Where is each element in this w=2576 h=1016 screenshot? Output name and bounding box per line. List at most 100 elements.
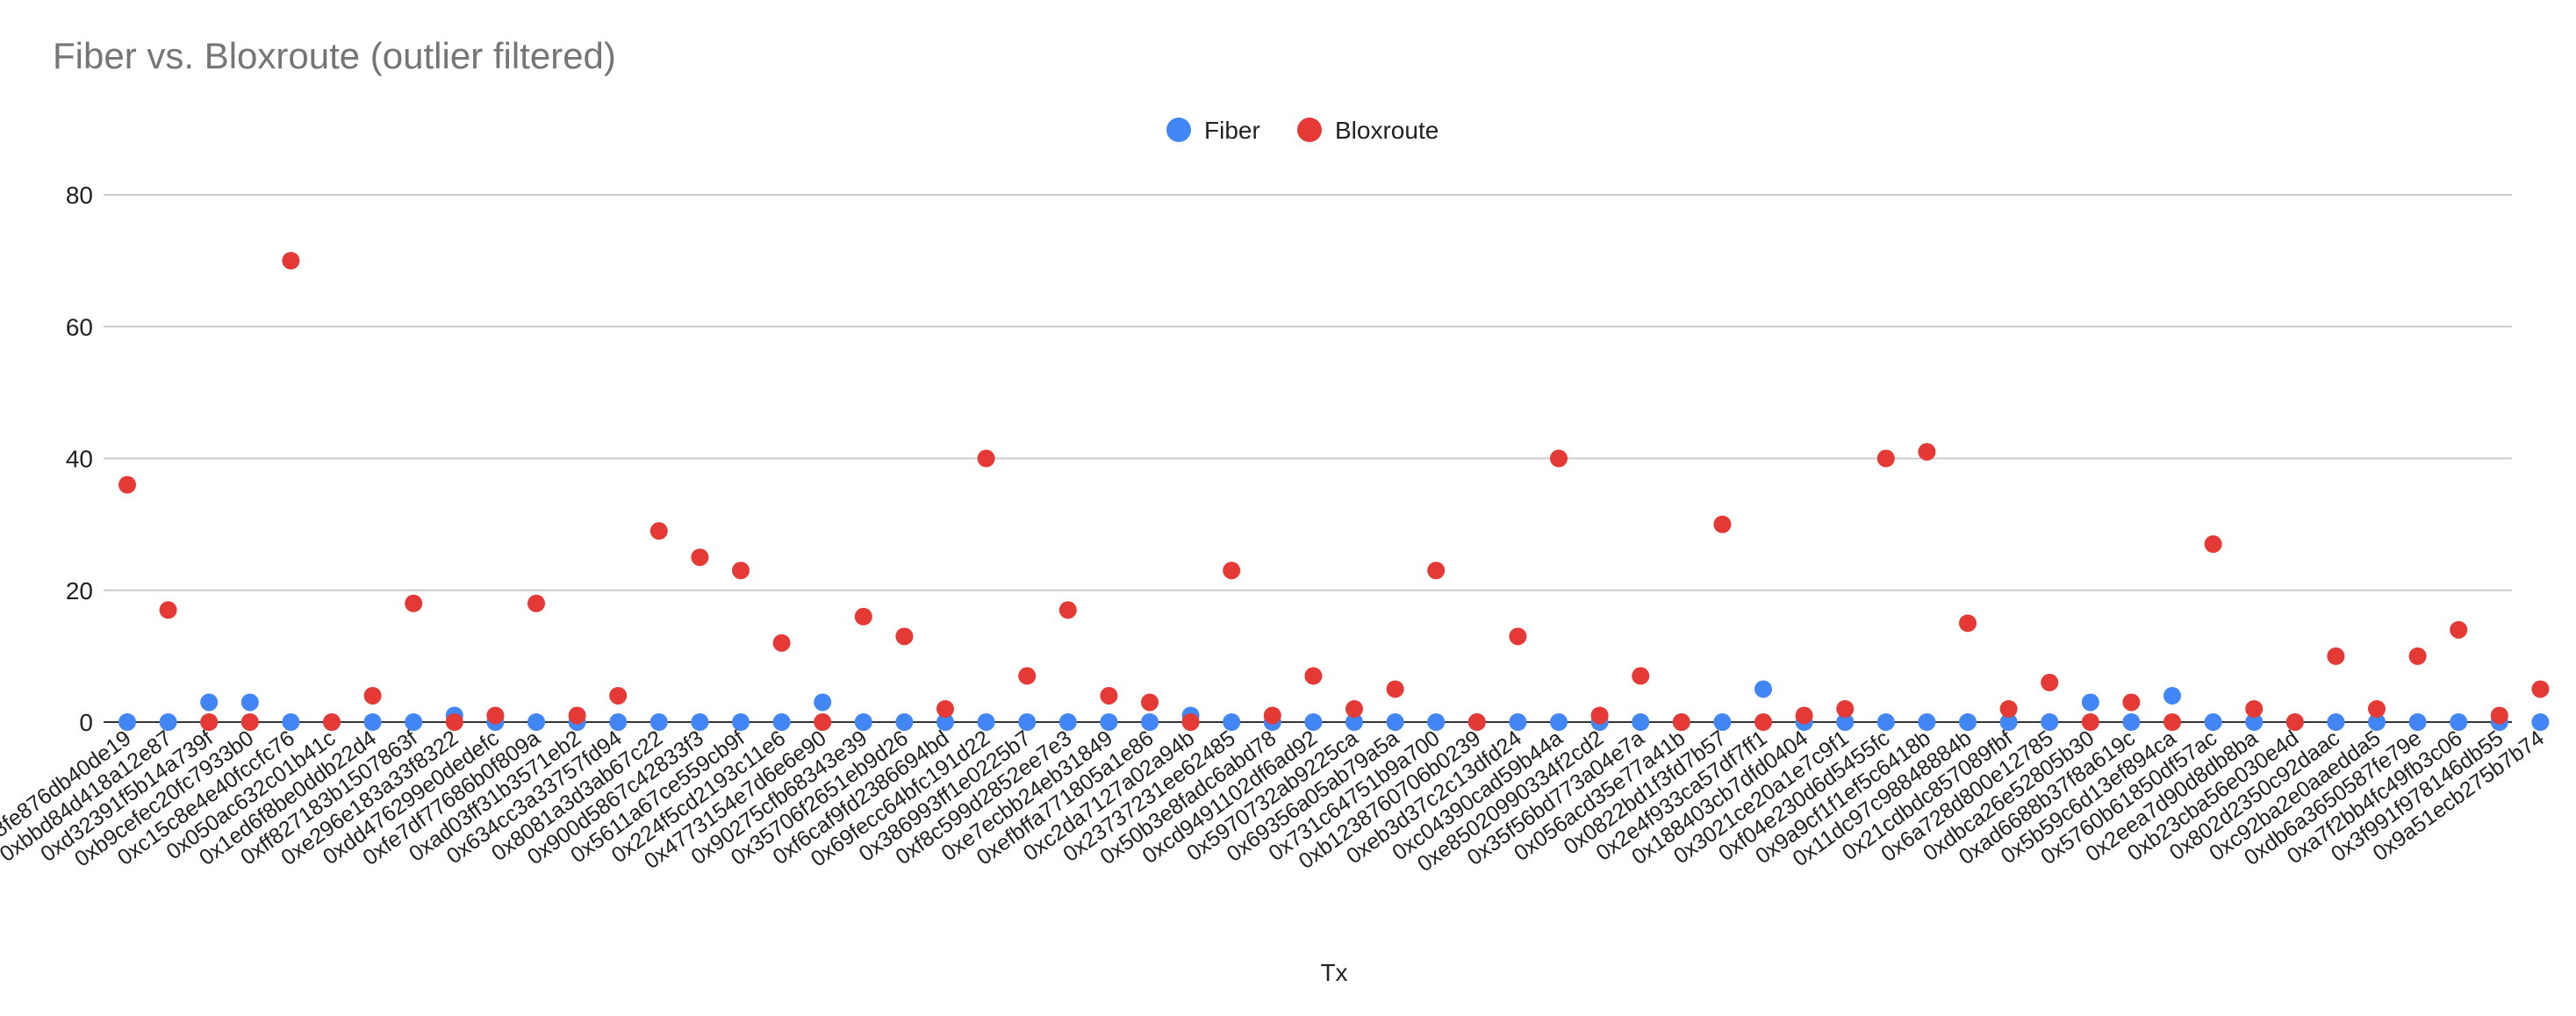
point-bloxroute[interactable] xyxy=(895,627,914,646)
point-fiber[interactable] xyxy=(118,713,136,731)
point-bloxroute[interactable] xyxy=(1263,706,1281,725)
point-bloxroute[interactable] xyxy=(2327,647,2345,665)
point-fiber[interactable] xyxy=(1713,713,1732,731)
point-fiber[interactable] xyxy=(2204,713,2222,731)
point-bloxroute[interactable] xyxy=(1386,680,1404,698)
point-bloxroute[interactable] xyxy=(1100,686,1118,705)
point-fiber[interactable] xyxy=(649,713,668,731)
point-bloxroute[interactable] xyxy=(2041,673,2059,691)
point-fiber[interactable] xyxy=(1999,713,2018,731)
point-bloxroute[interactable] xyxy=(1918,442,1936,461)
point-bloxroute[interactable] xyxy=(405,594,423,612)
point-fiber[interactable] xyxy=(1223,713,1241,731)
point-bloxroute[interactable] xyxy=(2122,693,2141,712)
point-bloxroute[interactable] xyxy=(1672,713,1690,731)
point-bloxroute[interactable] xyxy=(1181,713,1200,731)
point-bloxroute[interactable] xyxy=(200,713,219,731)
point-fiber[interactable] xyxy=(2408,713,2427,731)
point-fiber[interactable] xyxy=(936,713,954,731)
point-bloxroute[interactable] xyxy=(609,686,628,705)
point-bloxroute[interactable] xyxy=(363,686,382,705)
point-fiber[interactable] xyxy=(814,693,832,712)
point-fiber[interactable] xyxy=(240,693,259,712)
point-fiber[interactable] xyxy=(1345,713,1363,731)
point-fiber[interactable] xyxy=(2041,713,2059,731)
point-bloxroute[interactable] xyxy=(240,713,259,731)
point-bloxroute[interactable] xyxy=(2531,680,2550,698)
point-fiber[interactable] xyxy=(609,713,628,731)
point-fiber[interactable] xyxy=(363,713,382,731)
point-fiber[interactable] xyxy=(2327,713,2345,731)
point-bloxroute[interactable] xyxy=(1959,614,1977,633)
point-fiber[interactable] xyxy=(1018,713,1037,731)
point-bloxroute[interactable] xyxy=(2285,713,2304,731)
point-bloxroute[interactable] xyxy=(323,713,341,731)
point-fiber[interactable] xyxy=(405,713,423,731)
point-fiber[interactable] xyxy=(1141,713,1159,731)
point-bloxroute[interactable] xyxy=(568,706,586,725)
point-fiber[interactable] xyxy=(2245,713,2264,731)
point-fiber[interactable] xyxy=(732,713,750,731)
point-fiber[interactable] xyxy=(1304,713,1323,731)
point-bloxroute[interactable] xyxy=(1550,449,1568,468)
point-fiber[interactable] xyxy=(1918,713,1936,731)
point-fiber[interactable] xyxy=(977,713,995,731)
point-fiber[interactable] xyxy=(1058,713,1077,731)
point-bloxroute[interactable] xyxy=(2204,535,2222,554)
point-fiber[interactable] xyxy=(2368,713,2386,731)
point-bloxroute[interactable] xyxy=(1999,699,2018,718)
point-bloxroute[interactable] xyxy=(1427,562,1446,580)
point-fiber[interactable] xyxy=(854,713,872,731)
point-bloxroute[interactable] xyxy=(1836,699,1855,718)
point-fiber[interactable] xyxy=(1836,713,1855,731)
point-bloxroute[interactable] xyxy=(486,706,505,725)
point-fiber[interactable] xyxy=(1427,713,1446,731)
legend-item-fiber[interactable]: Fiber xyxy=(1166,117,1260,144)
point-bloxroute[interactable] xyxy=(1467,713,1486,731)
point-bloxroute[interactable] xyxy=(118,476,136,494)
point-bloxroute[interactable] xyxy=(1590,706,1609,725)
point-bloxroute[interactable] xyxy=(1754,713,1772,731)
point-fiber[interactable] xyxy=(1876,713,1895,731)
point-fiber[interactable] xyxy=(1509,713,1527,731)
point-bloxroute[interactable] xyxy=(977,449,995,468)
point-bloxroute[interactable] xyxy=(1141,693,1159,712)
point-fiber[interactable] xyxy=(2163,686,2181,705)
point-bloxroute[interactable] xyxy=(1795,706,1813,725)
point-bloxroute[interactable] xyxy=(2408,647,2427,665)
point-fiber[interactable] xyxy=(200,693,219,712)
point-bloxroute[interactable] xyxy=(2490,706,2508,725)
point-bloxroute[interactable] xyxy=(159,601,177,619)
point-bloxroute[interactable] xyxy=(1018,667,1037,685)
point-bloxroute[interactable] xyxy=(2245,699,2264,718)
point-bloxroute[interactable] xyxy=(1876,449,1895,468)
point-bloxroute[interactable] xyxy=(2163,713,2181,731)
point-fiber[interactable] xyxy=(691,713,709,731)
point-bloxroute[interactable] xyxy=(732,562,750,580)
point-bloxroute[interactable] xyxy=(527,594,545,612)
point-fiber[interactable] xyxy=(1959,713,1977,731)
point-fiber[interactable] xyxy=(1632,713,1650,731)
point-fiber[interactable] xyxy=(2081,693,2099,712)
point-fiber[interactable] xyxy=(1550,713,1568,731)
point-fiber[interactable] xyxy=(772,713,791,731)
point-fiber[interactable] xyxy=(895,713,914,731)
point-fiber[interactable] xyxy=(527,713,545,731)
point-fiber[interactable] xyxy=(1754,680,1772,698)
point-bloxroute[interactable] xyxy=(2450,620,2468,639)
point-fiber[interactable] xyxy=(1100,713,1118,731)
point-bloxroute[interactable] xyxy=(691,548,709,567)
point-bloxroute[interactable] xyxy=(445,713,463,731)
point-fiber[interactable] xyxy=(159,713,177,731)
point-bloxroute[interactable] xyxy=(1058,601,1077,619)
point-bloxroute[interactable] xyxy=(1345,699,1363,718)
point-fiber[interactable] xyxy=(282,713,300,731)
point-bloxroute[interactable] xyxy=(1713,515,1732,533)
point-fiber[interactable] xyxy=(2450,713,2468,731)
point-bloxroute[interactable] xyxy=(282,252,300,270)
point-fiber[interactable] xyxy=(1386,713,1404,731)
point-bloxroute[interactable] xyxy=(1632,667,1650,685)
point-fiber[interactable] xyxy=(2531,713,2550,731)
point-bloxroute[interactable] xyxy=(854,607,872,626)
point-bloxroute[interactable] xyxy=(814,713,832,731)
